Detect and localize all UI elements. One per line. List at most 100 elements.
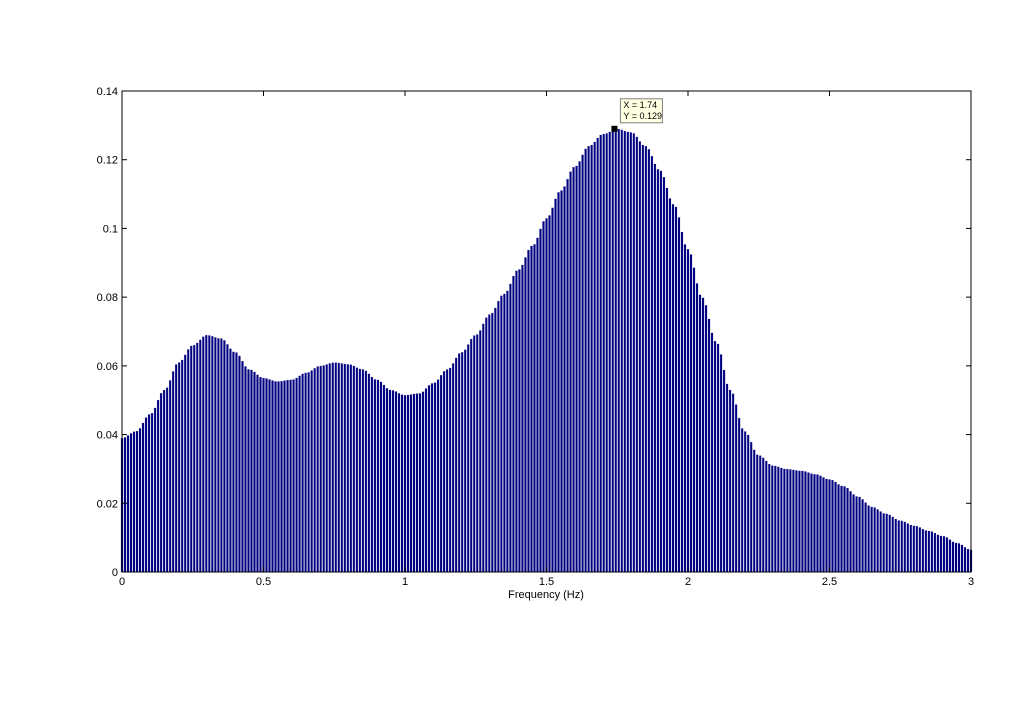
bar [795, 470, 798, 573]
bar [223, 339, 226, 573]
bar [903, 521, 907, 573]
bar [391, 390, 395, 573]
bar [773, 465, 777, 573]
bar [816, 474, 819, 573]
bar [572, 166, 575, 573]
bar [918, 527, 922, 573]
bar [635, 136, 639, 573]
bar-series [120, 128, 973, 573]
bar [397, 392, 401, 573]
bar [340, 363, 344, 573]
data-tip[interactable]: X = 1.74Y = 0.129 [611, 98, 663, 132]
bar [147, 414, 151, 573]
bar [189, 345, 193, 573]
bar [379, 381, 383, 573]
bar [680, 231, 684, 573]
bar [412, 393, 416, 573]
bar [623, 130, 627, 573]
bar [632, 133, 636, 573]
bar [939, 535, 943, 573]
bar [536, 237, 539, 573]
bar [566, 178, 569, 573]
bar [825, 478, 828, 573]
bar [554, 198, 557, 573]
bar [674, 206, 678, 573]
bar [909, 524, 913, 573]
bar [150, 412, 154, 573]
bar [244, 366, 247, 573]
y-tick-label: 0.02 [97, 498, 118, 510]
bar [247, 368, 250, 573]
bar [310, 370, 314, 573]
bar [183, 354, 187, 573]
bar [689, 254, 693, 573]
bar [593, 141, 597, 573]
bar [512, 275, 515, 573]
bar [882, 512, 886, 573]
bar [740, 428, 744, 573]
bar [951, 541, 955, 573]
bar [782, 468, 786, 573]
x-tick-label: 2.5 [822, 576, 837, 588]
data-tip-marker[interactable] [611, 125, 618, 132]
bar [891, 516, 895, 573]
y-tick-label: 0.14 [97, 86, 118, 98]
bar [599, 134, 603, 573]
bar [819, 475, 822, 573]
y-axis: 0 0.02 0.04 0.06 0.08 0.1 0.12 0.14 [97, 86, 971, 579]
bar [274, 380, 277, 573]
bar [454, 357, 458, 573]
bar [879, 511, 883, 573]
bar [656, 168, 660, 573]
bar [852, 494, 855, 573]
y-tick-label: 0 [112, 567, 118, 579]
bar [496, 300, 500, 573]
bar [933, 532, 937, 573]
bar [786, 468, 789, 573]
bar [602, 133, 606, 573]
bar [698, 294, 702, 573]
bar [250, 369, 253, 573]
bar [758, 455, 762, 573]
bar [948, 539, 952, 573]
bar [502, 293, 506, 573]
bar [171, 371, 175, 573]
bar [557, 191, 560, 573]
bar [957, 543, 961, 573]
bar [930, 531, 934, 573]
bar [906, 523, 910, 573]
bar [165, 387, 169, 573]
bar [792, 469, 795, 573]
bar [304, 372, 308, 573]
bar [226, 343, 229, 573]
bar [129, 432, 133, 573]
data-tip-x: X = 1.74 [623, 100, 657, 110]
bar [822, 477, 825, 573]
bar [524, 257, 527, 573]
bar [346, 363, 350, 573]
bar [764, 460, 768, 573]
bar [542, 220, 545, 573]
bar [704, 304, 708, 573]
bar [665, 187, 669, 573]
bar [421, 391, 425, 573]
bar [798, 470, 801, 573]
bar [463, 349, 467, 573]
bar [427, 384, 431, 573]
bar [653, 163, 657, 573]
bar [530, 245, 533, 573]
bar [755, 454, 759, 573]
bar [506, 290, 509, 573]
x-tick-label: 2 [685, 576, 691, 588]
bar [942, 535, 946, 573]
bar [268, 379, 271, 573]
bar [168, 380, 172, 573]
bar [325, 364, 329, 573]
bar [608, 131, 612, 573]
bar [460, 351, 464, 573]
bar [292, 379, 295, 573]
bar [213, 337, 217, 573]
bar [560, 190, 563, 573]
x-axis-label: Frequency (Hz) [508, 589, 584, 601]
bar [837, 483, 840, 573]
